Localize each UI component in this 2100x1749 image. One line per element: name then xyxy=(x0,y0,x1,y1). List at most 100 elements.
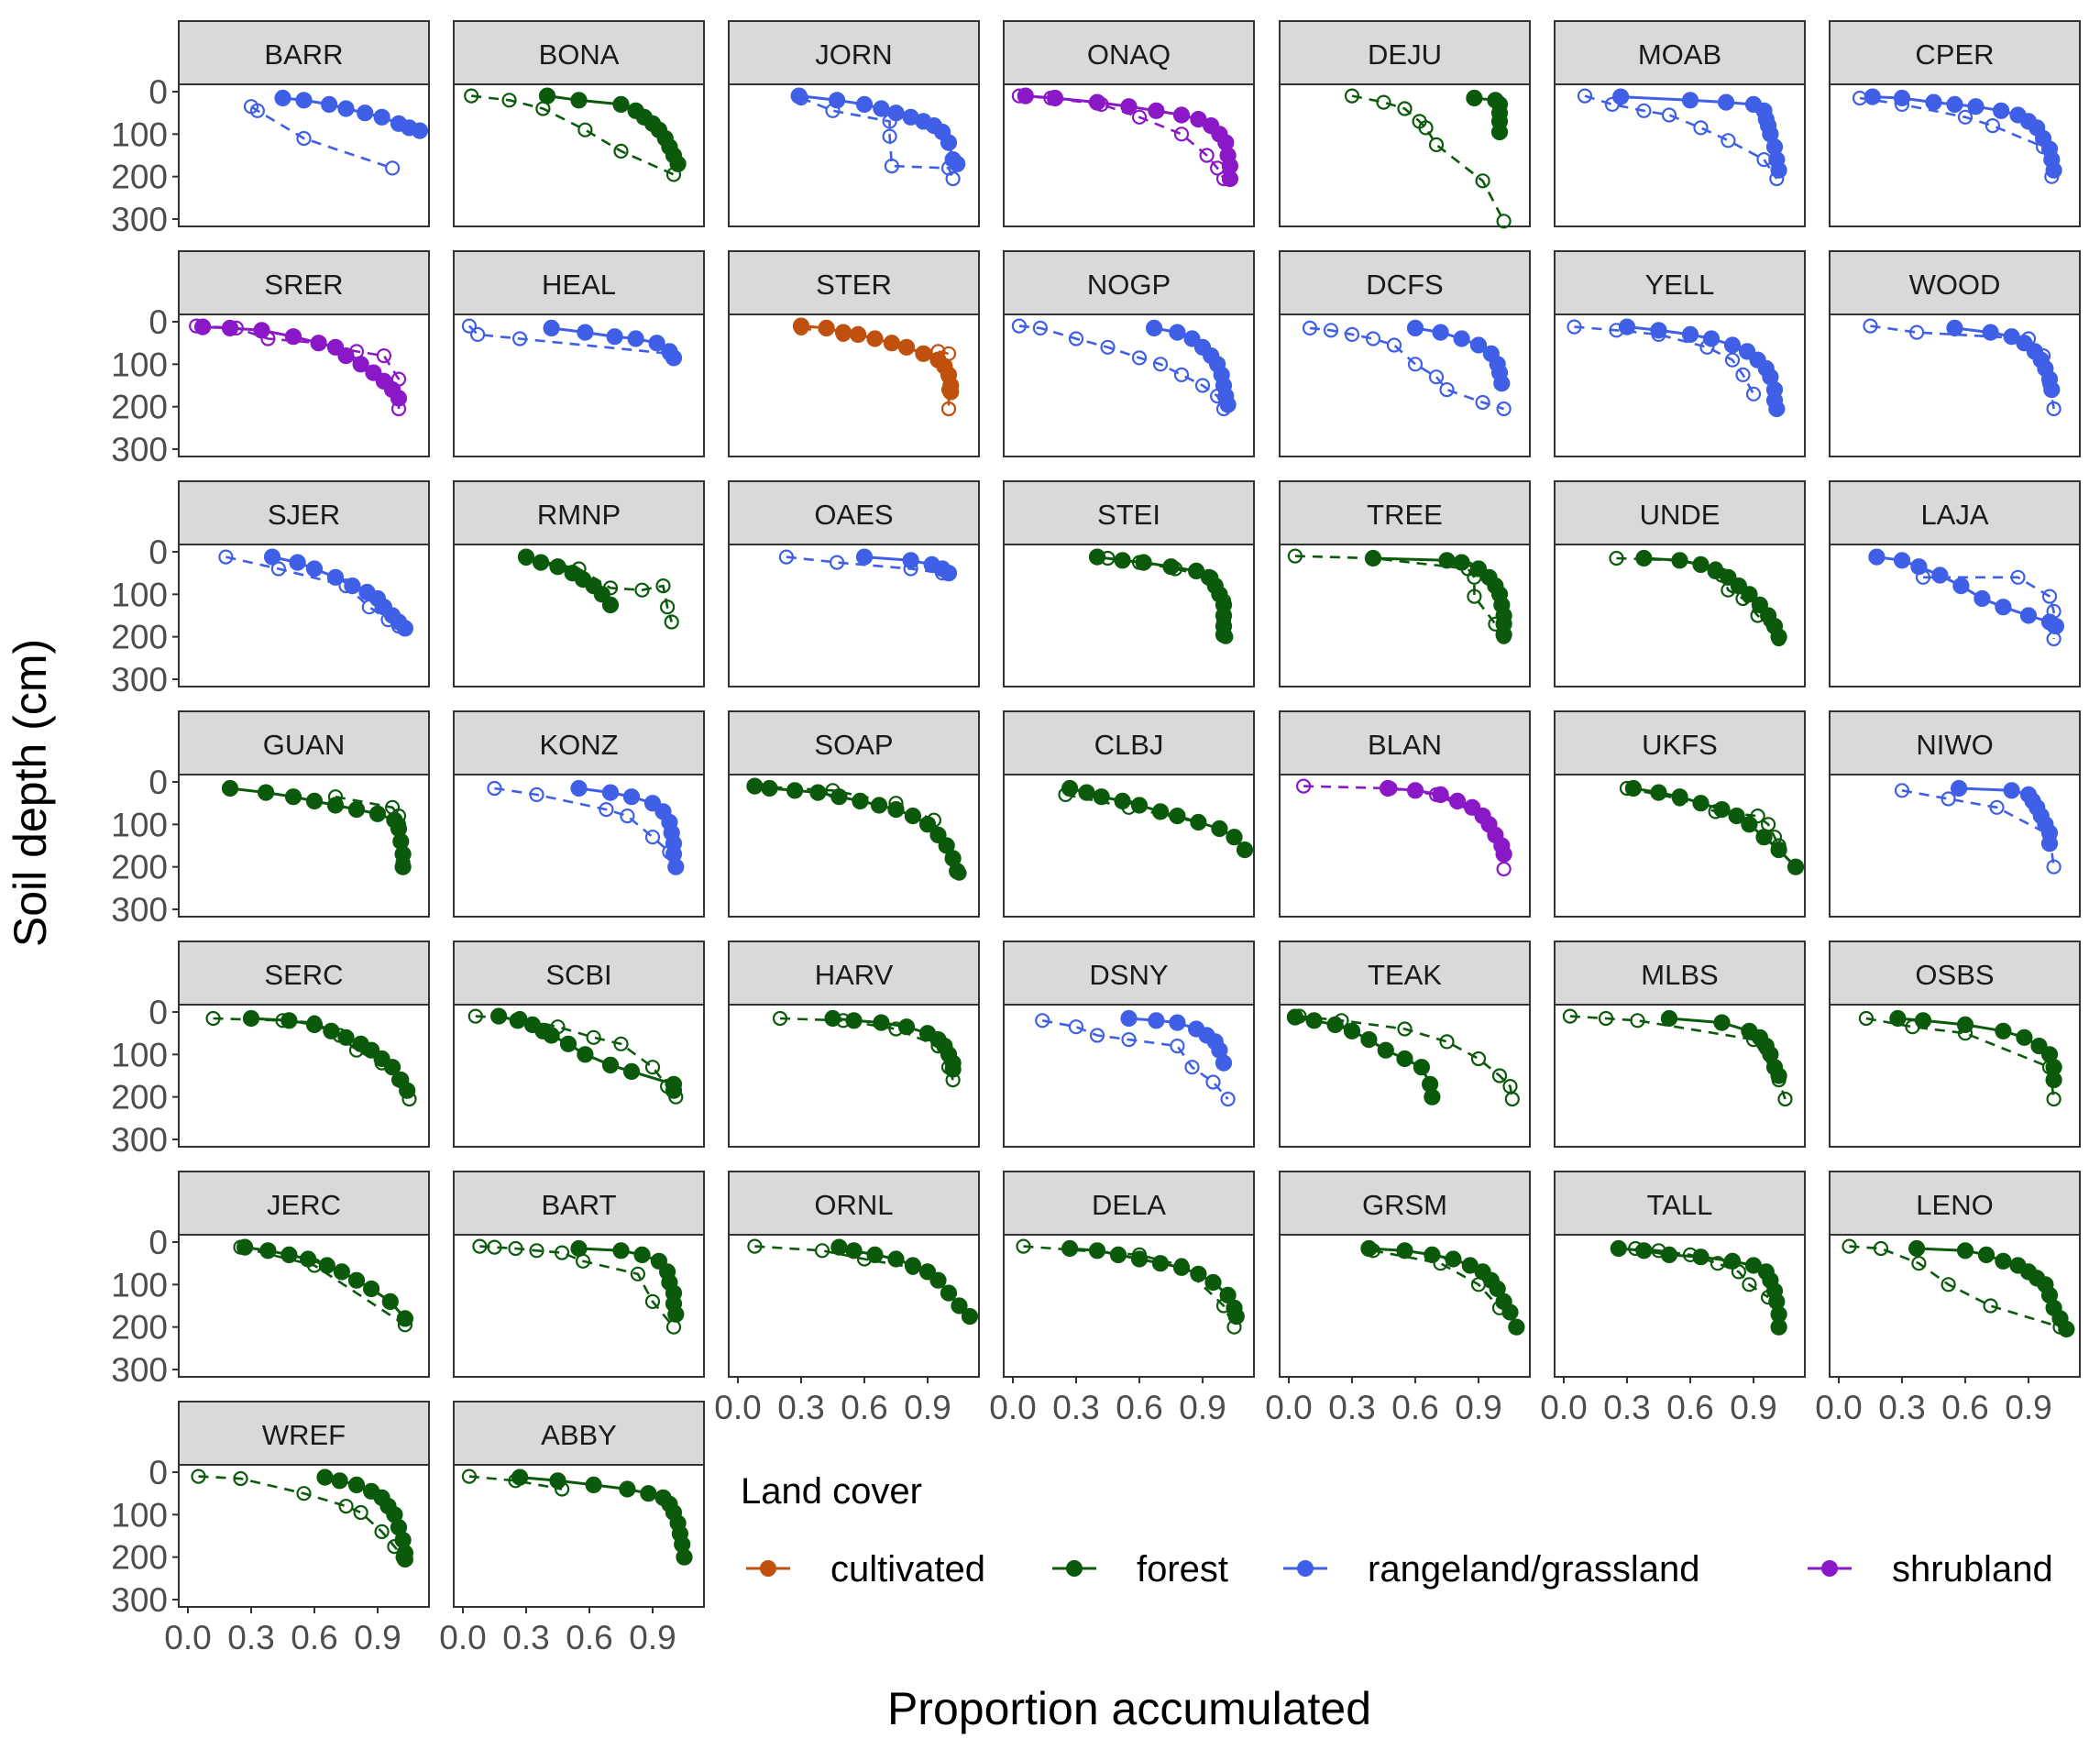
data-point-filled xyxy=(305,1016,324,1034)
data-point-open xyxy=(613,143,629,159)
data-point-filled xyxy=(295,92,313,109)
panel-strip-label: RMNP xyxy=(537,499,621,531)
data-point-open xyxy=(1131,109,1148,125)
panel-abby: ABBY xyxy=(453,1401,705,1608)
data-point-open xyxy=(1750,808,1765,824)
data-point-open xyxy=(586,1029,601,1045)
x-tick-label: 0.3 xyxy=(227,1619,274,1656)
x-tick-label: 0.0 xyxy=(1265,1389,1312,1426)
panel-mlbs: MLBS xyxy=(1554,940,1806,1148)
x-tick-label: 0.0 xyxy=(164,1619,211,1656)
data-point-filled xyxy=(1305,1012,1323,1029)
panel-strip xyxy=(1003,1171,1255,1236)
data-point-open xyxy=(884,159,900,174)
x-tick-label: 0.3 xyxy=(1328,1389,1375,1426)
panel-bart: BART xyxy=(453,1171,705,1378)
panel-tall: TALL xyxy=(1554,1171,1806,1378)
data-point-filled xyxy=(1130,797,1149,814)
series-line-dashed xyxy=(1351,94,1505,222)
data-point-filled xyxy=(1624,779,1643,798)
y-tick-label: 100 xyxy=(111,1036,168,1073)
data-point-filled xyxy=(619,1480,636,1498)
data-point-filled xyxy=(570,1239,588,1258)
data-point-filled xyxy=(1495,626,1512,644)
panel-strip-label: SERC xyxy=(264,959,343,991)
panel-strip xyxy=(1003,940,1255,1006)
x-tick-label: 0.3 xyxy=(1603,1389,1650,1426)
data-point-filled xyxy=(333,1263,350,1281)
panel-grid: BARR BONA JORN ONAQ DEJU MOAB CPER SRER HEAL STER… xyxy=(178,20,2081,1608)
data-point-open xyxy=(1407,357,1424,372)
panel-plot-area xyxy=(1003,314,1255,457)
data-point-filled xyxy=(904,1257,922,1274)
data-point-filled xyxy=(746,777,764,795)
panel-strip-label: UNDE xyxy=(1640,499,1721,531)
data-point-filled xyxy=(280,1012,298,1029)
panel-strip xyxy=(1554,480,1806,545)
x-tick-label: 0.6 xyxy=(566,1619,612,1656)
data-point-filled xyxy=(1219,396,1237,413)
data-point-filled xyxy=(1931,566,1949,584)
data-point-open xyxy=(1873,1240,1889,1257)
data-point-filled xyxy=(1286,1008,1304,1026)
data-point-open xyxy=(218,549,234,565)
panel-jorn: JORN xyxy=(728,20,980,227)
data-point-open xyxy=(577,122,593,138)
panel-strip-label: STEI xyxy=(1097,499,1160,531)
data-point-filled xyxy=(1377,1041,1394,1059)
data-point-filled xyxy=(1993,102,2010,119)
panel-plot-area xyxy=(1554,1004,1806,1148)
data-point-filled xyxy=(866,1246,884,1264)
data-point-open xyxy=(2046,1091,2062,1107)
panel-srer: SRER xyxy=(178,250,430,457)
panel-harv: HARV xyxy=(728,940,980,1148)
panel-plot-area xyxy=(1554,314,1806,457)
data-point-open xyxy=(1428,137,1445,152)
panel-strip xyxy=(453,710,705,776)
data-point-filled xyxy=(790,87,808,104)
data-point-filled xyxy=(676,1548,693,1566)
x-tick-label: 0.9 xyxy=(904,1389,951,1426)
panel-tree: TREE xyxy=(1279,480,1531,688)
data-point-filled xyxy=(1611,88,1630,105)
data-point-filled xyxy=(845,1242,863,1260)
data-point-open xyxy=(1032,320,1049,336)
data-point-open xyxy=(353,1504,368,1521)
x-tick-label: 0.3 xyxy=(777,1389,824,1426)
panel-strip xyxy=(1829,710,2081,776)
data-point-filled xyxy=(1432,324,1449,341)
data-point-filled xyxy=(1671,552,1688,569)
data-point-filled xyxy=(1360,1239,1378,1258)
data-point-filled xyxy=(1493,375,1511,392)
data-point-filled xyxy=(612,1242,630,1260)
data-point-filled xyxy=(326,568,345,586)
series-line-solid xyxy=(1876,556,2057,628)
legend-key-point xyxy=(1066,1560,1083,1577)
panel-strip xyxy=(178,1171,430,1236)
data-point-filled xyxy=(849,325,867,343)
data-point-filled xyxy=(323,1022,340,1040)
data-point-open xyxy=(1376,94,1391,110)
data-point-open xyxy=(1173,367,1190,382)
data-point-open xyxy=(1562,1008,1578,1024)
data-point-filled xyxy=(870,797,888,814)
data-point-filled xyxy=(1770,1318,1787,1336)
data-point-filled xyxy=(669,155,687,172)
data-point-filled xyxy=(1061,779,1079,798)
legend-key-point xyxy=(760,1560,776,1577)
panel-strip xyxy=(1829,20,2081,85)
data-point-filled xyxy=(1236,841,1254,859)
panel-rmnp: RMNP xyxy=(453,480,705,688)
data-point-open xyxy=(1344,88,1360,104)
panel-plot-area xyxy=(728,1004,980,1148)
data-point-open xyxy=(2041,588,2058,604)
data-point-filled xyxy=(538,87,556,104)
panel-sjer: SJER xyxy=(178,480,430,688)
data-point-open xyxy=(1496,214,1512,229)
data-point-filled xyxy=(337,1028,355,1046)
data-point-filled xyxy=(258,784,275,801)
data-point-open xyxy=(1598,1010,1614,1027)
data-point-filled xyxy=(1396,1050,1413,1068)
panel-ornl: ORNL xyxy=(728,1171,980,1378)
